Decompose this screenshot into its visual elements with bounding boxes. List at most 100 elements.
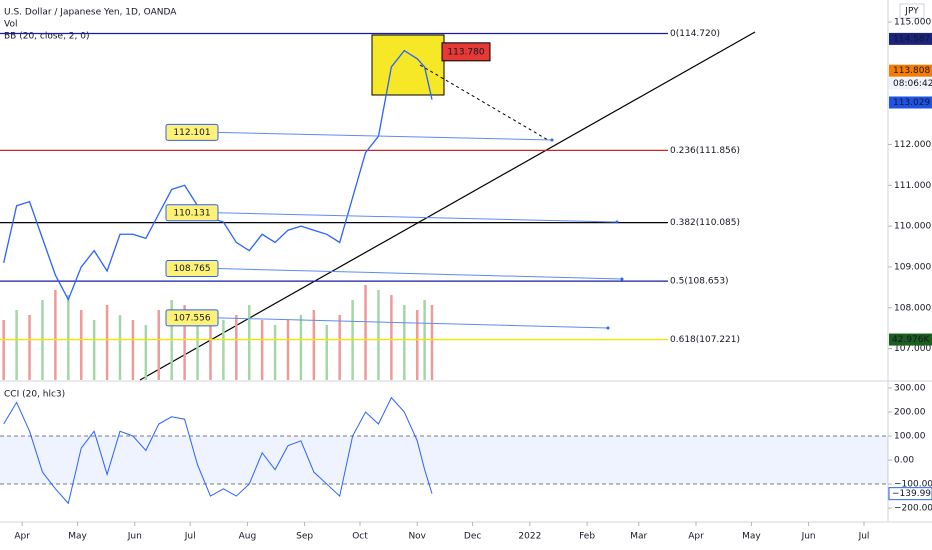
- volume-bar: [299, 315, 303, 380]
- annotation-label: 107.556: [173, 313, 210, 323]
- y-tick-label: 111.000: [894, 181, 931, 191]
- x-tick-label: Jun: [127, 532, 142, 542]
- cci-last-box: [888, 487, 932, 501]
- volume-bar: [325, 325, 329, 380]
- volume-bar: [79, 310, 83, 380]
- volume-bar: [54, 290, 57, 380]
- annotation-box: [165, 309, 219, 327]
- price-label-box: [889, 32, 932, 45]
- countdown: 08:06:42: [893, 79, 932, 89]
- annotation-label: 112.101: [173, 128, 210, 138]
- currency-box: [899, 3, 925, 19]
- cci-tick-label: 300.00: [894, 384, 926, 394]
- chart-title: U.S. Dollar / Japanese Yen, 1D, OANDA: [4, 8, 177, 18]
- y-tick-label: 109.000: [894, 262, 931, 272]
- price-label: 113.808: [893, 66, 930, 76]
- x-tick-label: 2022: [518, 532, 541, 542]
- cci-label: CCI (20, hlc3): [4, 390, 65, 400]
- volume-bar: [403, 305, 406, 380]
- volume-bar: [2, 320, 5, 380]
- cci-tick-label: 100.00: [894, 432, 926, 442]
- volume-bar: [183, 305, 186, 380]
- volume-bar: [105, 305, 109, 380]
- volume-bar: [312, 310, 316, 380]
- arrow-head: [615, 220, 619, 224]
- highlight-box: [371, 34, 445, 96]
- cci-tick-label: 0.00: [894, 456, 914, 466]
- arrow-head: [620, 277, 624, 281]
- x-tick-label: Apr: [688, 532, 704, 542]
- volume-bar: [28, 315, 31, 380]
- volume-bar: [235, 315, 238, 380]
- x-tick-label: Jul: [858, 532, 870, 542]
- y-tick-label: 110.000: [894, 222, 931, 232]
- fib-label: 0.5(108.653): [670, 277, 729, 287]
- volume-bar: [338, 315, 341, 380]
- y-tick-label: 108.000: [894, 303, 931, 313]
- volume-bar: [157, 310, 161, 380]
- callout-box: [441, 42, 491, 62]
- currency: JPY: [904, 7, 919, 17]
- volume-bar: [209, 310, 212, 380]
- annotation-box: [165, 260, 219, 278]
- volume-bar: [196, 315, 199, 380]
- annotation-arrow: [217, 131, 553, 141]
- annotation-box: [165, 123, 219, 141]
- cci-tick-label: −200.00: [894, 504, 932, 514]
- x-tick-label: Nov: [408, 532, 426, 542]
- x-tick-label: May: [68, 532, 87, 542]
- x-tick-label: Dec: [464, 532, 481, 542]
- volume-bar: [144, 325, 148, 380]
- vol-label: Vol: [4, 20, 17, 30]
- annotation-arrow: [217, 268, 623, 280]
- cci-line: [3, 396, 433, 505]
- price-label: 114.587: [893, 34, 930, 44]
- x-tick-label: Jul: [184, 532, 196, 542]
- price-label: 113.029: [893, 98, 930, 108]
- volume-bar: [131, 320, 135, 380]
- volume-bar: [118, 315, 122, 380]
- price-label-box: [889, 64, 932, 77]
- x-tick-label: Aug: [239, 532, 257, 542]
- volume-bar: [92, 320, 96, 380]
- fib-label: 0(114.720): [670, 29, 720, 39]
- cci-tick-label: 200.00: [894, 408, 926, 418]
- fib-label: 0.382(110.085): [670, 218, 740, 228]
- annotation-arrow: [217, 212, 618, 223]
- y-tick-label: 107.000: [894, 344, 931, 354]
- trend-line: [139, 31, 756, 381]
- x-tick-label: May: [742, 532, 761, 542]
- annotation-arrow: [217, 317, 609, 329]
- volume-bar: [67, 295, 70, 380]
- volume-bar: [364, 285, 367, 380]
- volume-bar: [15, 310, 18, 380]
- volume-bar: [415, 310, 419, 380]
- cci-band: [0, 436, 888, 485]
- annotation-box: [165, 204, 219, 222]
- fib-label: 0.618(107.221): [670, 335, 740, 345]
- volume-bar: [222, 320, 225, 380]
- volume-bar: [273, 325, 277, 380]
- volume-bar: [260, 320, 264, 380]
- cci-last-label: −139.99: [892, 489, 931, 499]
- dashed-arrow: [419, 64, 549, 141]
- x-tick-label: Sep: [296, 532, 313, 542]
- volume-bar: [247, 305, 251, 380]
- y-tick-label: 112.000: [894, 140, 931, 150]
- callout-label: 113.780: [447, 47, 484, 57]
- cci-tick-label: −100.00: [894, 480, 932, 490]
- annotation-label: 110.131: [173, 208, 210, 218]
- bb-label: BB (20, close, 2, 0): [4, 32, 89, 42]
- volume-label: 42.976K: [892, 335, 930, 345]
- volume-bar: [286, 320, 290, 380]
- volume-bar: [390, 295, 393, 380]
- x-tick-label: Feb: [579, 532, 595, 542]
- price-line: [3, 49, 433, 302]
- x-tick-label: Oct: [352, 532, 368, 542]
- arrow-head: [606, 326, 610, 330]
- volume-bar: [430, 305, 434, 380]
- x-tick-label: Apr: [14, 532, 30, 542]
- annotation-label: 108.765: [173, 264, 210, 274]
- price-label-box: [889, 96, 932, 109]
